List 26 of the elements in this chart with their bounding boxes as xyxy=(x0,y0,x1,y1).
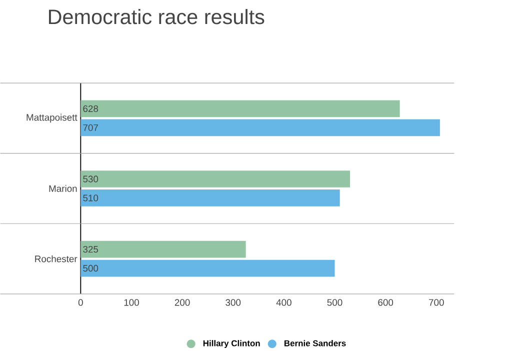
bar xyxy=(80,170,350,188)
chart-title: Democratic race results xyxy=(48,8,264,24)
x-tick-label: 200 xyxy=(174,298,190,306)
y-tick-label: Marion xyxy=(49,184,77,192)
x-tick-label: 300 xyxy=(226,298,241,306)
data-label: 500 xyxy=(83,264,98,272)
x-tick-label: 600 xyxy=(378,298,394,306)
y-tick-label: Mattapoisett xyxy=(26,114,78,122)
data-label: 707 xyxy=(83,124,98,131)
bar xyxy=(80,189,340,206)
bar xyxy=(80,260,335,277)
x-tick-label: 400 xyxy=(276,298,292,306)
legend-label: Bernie Sanders xyxy=(284,340,346,346)
data-label: 510 xyxy=(83,194,98,202)
bar xyxy=(80,100,400,117)
data-label: 628 xyxy=(83,105,98,112)
x-tick-label: 500 xyxy=(327,298,342,306)
bar xyxy=(80,119,440,136)
data-label: 530 xyxy=(83,175,98,182)
y-tick-label: Rochester xyxy=(35,255,78,262)
data-label: 325 xyxy=(83,246,98,252)
legend-label: Hillary Clinton xyxy=(203,340,260,348)
bar xyxy=(80,240,246,258)
x-tick-label: 700 xyxy=(429,298,444,306)
x-tick-label: 100 xyxy=(124,298,139,306)
x-tick-label: 0 xyxy=(78,298,83,306)
